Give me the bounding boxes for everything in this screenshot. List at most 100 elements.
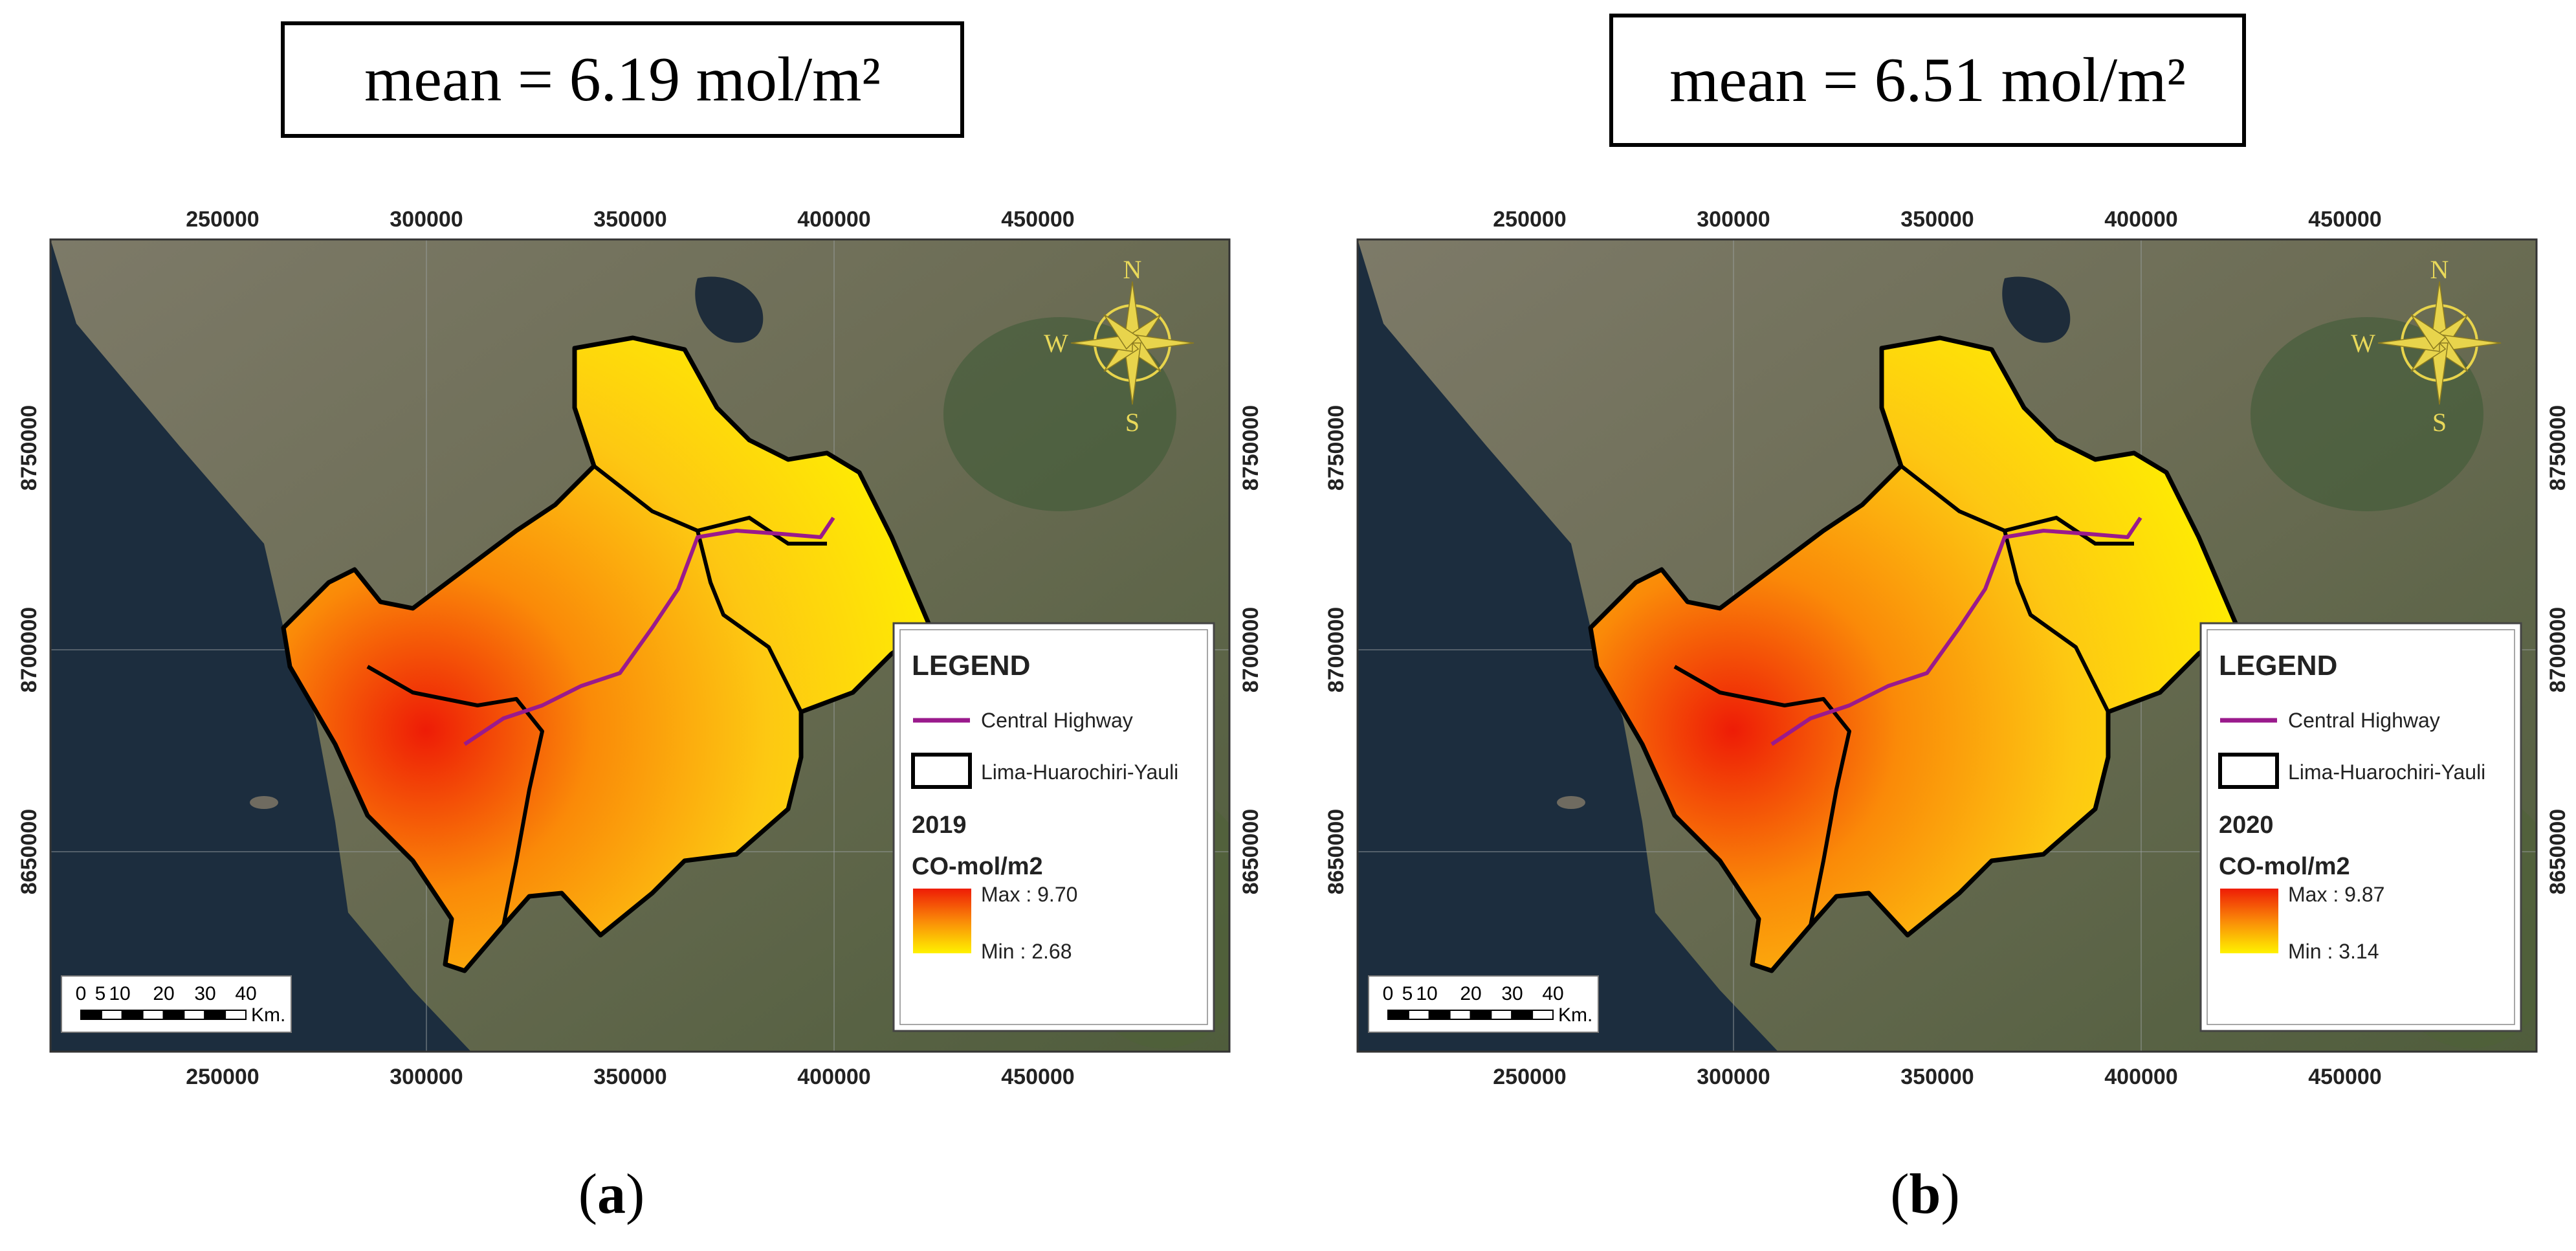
color-ramp <box>2220 889 2278 953</box>
compass-n: N <box>1123 255 1142 284</box>
mean-value-box: mean = 6.51 mol/m² <box>1609 14 2246 147</box>
compass-s: S <box>2432 408 2447 437</box>
co-map-2019: 2500002500003000003000003500003500004000… <box>17 207 1263 1089</box>
min-label: Min : 3.14 <box>2288 940 2379 963</box>
scale-tick: 20 <box>1460 983 1481 1004</box>
scale-segment <box>142 1010 164 1020</box>
north-arrow-icon: N S W <box>2351 255 2502 437</box>
panel-caption: (a) <box>578 1163 645 1226</box>
northing-tick-left: 8650000 <box>17 809 41 894</box>
easting-tick-top: 400000 <box>2104 207 2177 232</box>
compass-w: W <box>2351 329 2375 358</box>
pacific-ocean <box>1358 239 1778 1052</box>
easting-tick-bottom: 400000 <box>2104 1065 2177 1089</box>
panel-letter: a <box>597 1163 626 1226</box>
scale-tick: 10 <box>109 983 130 1004</box>
island <box>1557 796 1585 809</box>
mean-label: mean = 6.51 mol/m² <box>1669 45 2186 115</box>
easting-tick-bottom: 300000 <box>390 1065 463 1089</box>
district-boundary <box>697 515 827 546</box>
co-concentration-area <box>1588 335 2240 973</box>
northing-tick-right: 8750000 <box>1238 405 1263 491</box>
boundary-label: Lima-Huarochiri-Yauli <box>2288 760 2485 784</box>
scale-tick: 5 <box>95 983 106 1004</box>
max-label: Max : 9.87 <box>2288 883 2384 906</box>
scale-segment <box>1428 1010 1451 1020</box>
scale-segment <box>80 1010 102 1020</box>
district-boundary <box>1673 665 1851 926</box>
scale-segment <box>100 1010 123 1020</box>
highway-label: Central Highway <box>981 709 1133 732</box>
easting-tick-bottom: 400000 <box>797 1065 870 1089</box>
co-map-2020: 2500002500003000003000003500003500004000… <box>1324 207 2570 1089</box>
island <box>250 796 278 809</box>
easting-tick-top: 300000 <box>1697 207 1770 232</box>
map-frame <box>1356 238 2538 1053</box>
central-highway <box>1770 516 2142 746</box>
legend-box <box>892 622 1215 1032</box>
lake <box>695 276 764 343</box>
map-panel-b: mean = 6.51 mol/m² 250000 250000 300000 300… <box>1288 0 2575 1251</box>
district-boundary <box>366 665 544 926</box>
easting-tick-bottom: 450000 <box>1001 1065 1074 1089</box>
scale-segment <box>1490 1010 1513 1020</box>
scale-segment <box>1532 1010 1554 1020</box>
variable-label: CO-mol/m2 <box>2219 853 2350 880</box>
scale-segment <box>183 1010 206 1020</box>
scale-tick: 40 <box>235 983 256 1004</box>
scale-segment <box>204 1010 226 1020</box>
mean-label: mean = 6.19 mol/m² <box>364 45 881 115</box>
easting-tick-bottom: 450000 <box>2308 1065 2381 1089</box>
northing-tick-left: 8650000 <box>1324 809 1349 894</box>
pacific-ocean <box>50 239 471 1052</box>
easting-tick-top: 450000 <box>2308 207 2381 232</box>
scale-tick: 30 <box>1501 983 1523 1004</box>
easting-tick-top: 350000 <box>1900 207 1974 232</box>
max-label: Max : 9.70 <box>981 883 1077 906</box>
legend-year: 2019 <box>912 812 967 839</box>
boundary-swatch <box>2218 753 2279 789</box>
scale-segment <box>1470 1010 1492 1020</box>
easting-tick-top: 350000 <box>593 207 666 232</box>
scale-bar-box <box>61 975 292 1033</box>
northing-tick-right: 8700000 <box>2546 607 2570 692</box>
northing-tick-left: 8700000 <box>1324 607 1349 692</box>
vegetation-patch <box>943 317 1176 511</box>
scale-tick: 0 <box>76 983 87 1004</box>
panel-letter: b <box>1909 1163 1941 1226</box>
northing-tick-right: 8650000 <box>1238 809 1263 894</box>
lake <box>2002 276 2071 343</box>
color-ramp <box>913 889 971 953</box>
easting-tick-bottom: 350000 <box>593 1065 666 1089</box>
easting-tick-top: 400000 <box>797 207 870 232</box>
mean-value-box: mean = 6.19 mol/m² <box>281 21 964 138</box>
easting-tick-bottom: 350000 <box>1900 1065 1974 1089</box>
northing-tick-right: 8700000 <box>1238 607 1263 692</box>
scale-tick: 0 <box>1383 983 1394 1004</box>
scale-unit: Km. <box>1558 1004 1592 1026</box>
scale-tick: 30 <box>194 983 215 1004</box>
northing-tick-left: 8750000 <box>1324 405 1349 491</box>
vegetation-patch <box>2251 317 2483 511</box>
boundary-swatch <box>911 753 972 789</box>
compass-w: W <box>1044 329 1068 358</box>
map-frame <box>49 238 1231 1053</box>
easting-tick-top: 300000 <box>390 207 463 232</box>
easting-tick-top: 250000 <box>1493 207 1566 232</box>
district-boundary <box>593 464 803 713</box>
northing-tick-left: 8750000 <box>17 405 41 491</box>
easting-tick-bottom: 300000 <box>1697 1065 1770 1089</box>
highway-label: Central Highway <box>2288 709 2440 732</box>
legend-box <box>2199 622 2522 1032</box>
scale-segment <box>225 1010 247 1020</box>
scale-segment <box>162 1010 185 1020</box>
co-concentration-area <box>281 335 933 973</box>
northing-tick-right: 8750000 <box>2546 405 2570 491</box>
scale-unit: Km. <box>251 1004 285 1026</box>
map-panel-a: mean = 6.19 mol/m² 250000 250000 300000 300… <box>17 21 1263 1226</box>
scale-bar-box <box>1368 975 1599 1033</box>
min-label: Min : 2.68 <box>981 940 1072 963</box>
scale-segment <box>1387 1010 1409 1020</box>
scale-segment <box>121 1010 144 1020</box>
